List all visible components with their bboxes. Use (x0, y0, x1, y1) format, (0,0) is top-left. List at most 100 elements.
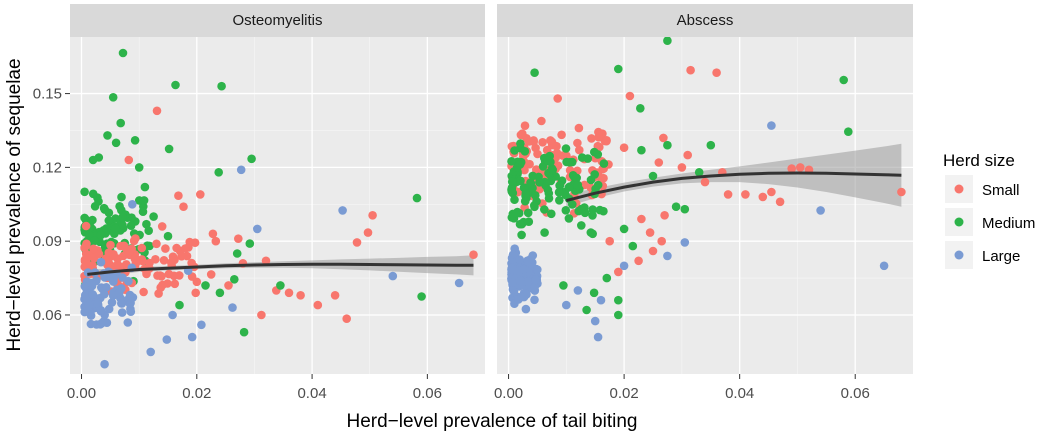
legend-item-medium: Medium (945, 208, 1035, 236)
smooth-curve (565, 171, 902, 203)
panel-title-osteomyelitis: Osteomyelitis (232, 12, 322, 29)
point-small (700, 177, 710, 187)
point-small (552, 148, 562, 158)
point-small (181, 244, 190, 253)
point-small (187, 258, 196, 268)
point-medium (694, 168, 704, 177)
point-medium (140, 182, 150, 192)
point-medium (561, 206, 571, 215)
x-tick-label: 0.04 (297, 385, 326, 402)
point-small (169, 271, 179, 281)
point-small (157, 222, 167, 231)
point-small (538, 138, 547, 147)
point-large (125, 290, 135, 300)
point-small (174, 191, 183, 200)
point-medium (671, 202, 681, 211)
point-small (553, 94, 562, 103)
point-small (116, 241, 125, 251)
point-large (187, 332, 197, 342)
point-small (619, 143, 629, 152)
point-medium (565, 158, 574, 167)
point-small (654, 158, 664, 167)
point-large (84, 300, 94, 310)
ribbon-area (87, 255, 474, 280)
legend-label: Medium (982, 215, 1035, 232)
point-small (520, 121, 530, 130)
point-large (508, 278, 518, 287)
point-large (515, 276, 525, 286)
point-medium (614, 64, 623, 74)
point-small (625, 91, 635, 101)
point-small (634, 256, 643, 266)
point-small (602, 136, 611, 146)
point-large (596, 295, 606, 305)
point-small (296, 291, 305, 300)
point-medium (510, 146, 519, 155)
point-large (526, 254, 535, 264)
point-medium (230, 275, 239, 284)
legend-item-large: Large (945, 241, 1020, 269)
y-tick-label: 0.12 (33, 159, 62, 176)
point-medium (88, 155, 98, 165)
point-medium (614, 310, 623, 320)
smooth-line (87, 262, 474, 276)
panel-strip (497, 4, 913, 37)
point-medium (599, 159, 609, 168)
point-large (680, 238, 690, 247)
point-medium (232, 249, 242, 258)
point-medium (663, 37, 672, 45)
point-small (313, 300, 323, 310)
x-tick-label: 0.06 (841, 385, 870, 402)
point-medium (118, 48, 128, 58)
point-medium (573, 180, 583, 190)
point-medium (636, 104, 645, 113)
point-medium (510, 195, 519, 204)
point-small (605, 236, 614, 246)
point-medium (139, 196, 149, 205)
point-medium (561, 144, 571, 153)
point-medium (276, 281, 285, 290)
point-medium (245, 239, 255, 248)
point-medium (530, 202, 539, 212)
point-medium (96, 230, 106, 240)
point-large (619, 261, 629, 271)
point-medium (521, 188, 531, 198)
point-medium (577, 221, 586, 230)
point-small (537, 116, 546, 126)
point-medium (602, 273, 612, 283)
point-small (138, 256, 147, 266)
point-medium (590, 170, 599, 179)
point-medium (508, 209, 518, 219)
points (507, 37, 906, 342)
point-medium (217, 81, 226, 91)
point-medium (523, 208, 533, 218)
point-medium (540, 228, 549, 237)
point-medium (593, 180, 603, 190)
legend-title: Herd size (943, 151, 1015, 170)
point-medium (572, 173, 581, 183)
point-large (109, 274, 118, 283)
x-tick-label: 0.02 (182, 385, 211, 402)
point-small (190, 238, 200, 247)
x-tick-label: 0.00 (67, 385, 96, 402)
point-medium (103, 131, 112, 140)
point-large (117, 299, 126, 308)
point-medium (80, 213, 89, 223)
point-medium (247, 154, 256, 164)
point-large (126, 307, 136, 317)
point-small (330, 291, 340, 300)
confidence-ribbon (87, 255, 474, 280)
point-large (162, 335, 172, 344)
point-medium (543, 156, 552, 165)
point-small (758, 192, 768, 202)
point-medium (88, 189, 98, 199)
point-medium (839, 75, 848, 85)
point-large (593, 332, 603, 342)
point-small (637, 214, 646, 224)
point-medium (582, 305, 591, 315)
point-small (113, 260, 122, 269)
point-small (767, 187, 776, 197)
point-small (525, 159, 534, 169)
point-small (124, 155, 134, 165)
